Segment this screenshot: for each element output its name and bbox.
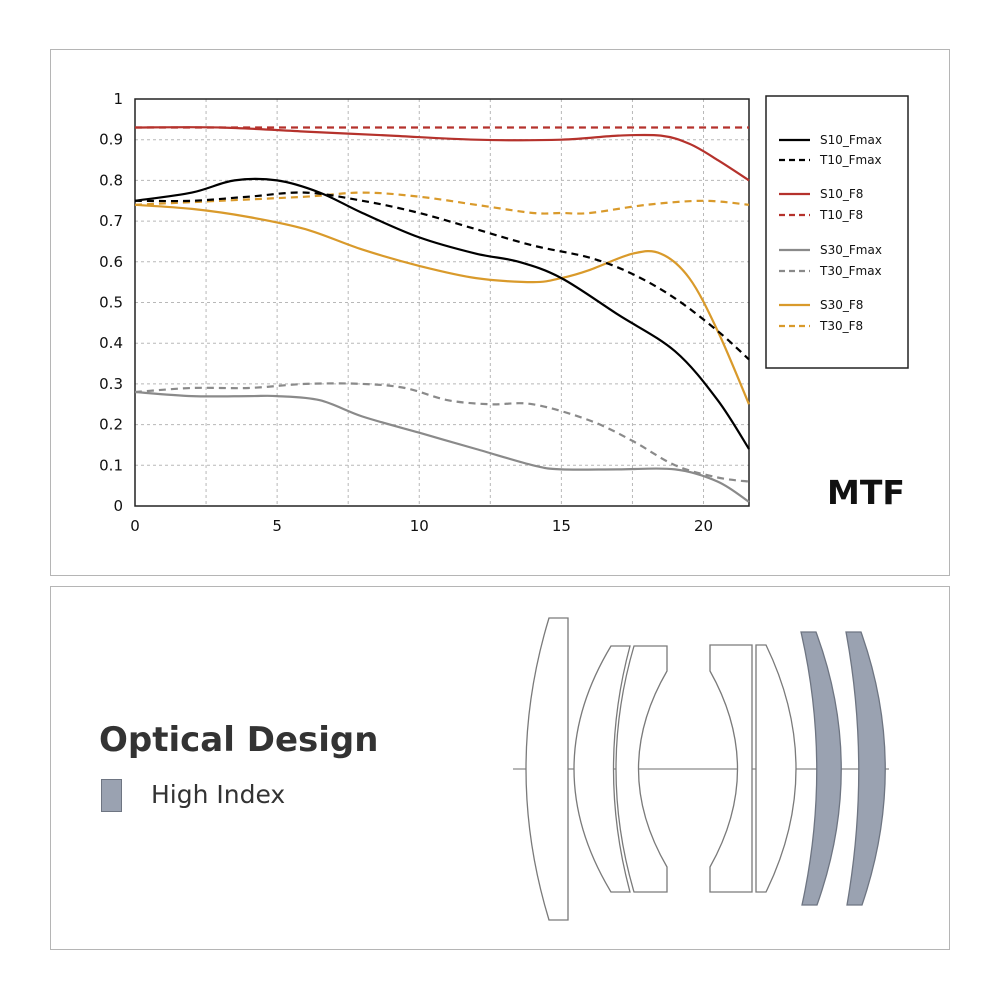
lens-element-4 [709,644,753,893]
legend-label-s10-fmax: S10_Fmax [820,133,882,147]
y-tick-label: 0.1 [99,456,123,474]
y-tick-label: 0 [113,497,123,515]
x-tick-label: 10 [410,517,429,535]
legend-label-t30-fmax: T30_Fmax [819,264,882,278]
high-index-label: High Index [151,780,286,809]
x-tick-label: 20 [694,517,713,535]
optical-design-title: Optical Design [99,720,379,760]
series-line-t30-f8 [134,191,750,215]
legend-label-s30-f8: S30_F8 [820,298,863,312]
lens-diagram [513,617,889,921]
x-tick-label: 15 [552,517,571,535]
y-tick-label: 1 [113,90,123,108]
series-line-s30-f8 [134,203,751,405]
lens-element-2 [573,645,631,893]
legend-label-t30-f8: T30_F8 [819,319,863,333]
series-line-s10-fmax [134,177,750,450]
legend-label-s10-f8: S10_F8 [820,187,863,201]
lens-element-6-high-index [800,631,842,906]
y-tick-label: 0.4 [99,334,123,352]
series-line-t30-fmax [134,382,750,483]
legend-label-s30-fmax: S30_Fmax [820,243,882,257]
y-tick-label: 0.8 [99,171,123,189]
series-line-t10-fmax [134,191,750,361]
y-tick-label: 0.9 [99,131,123,149]
y-tick-label: 0.6 [99,253,123,271]
plot-frame [134,98,750,507]
y-tick-label: 0.2 [99,416,123,434]
high-index-swatch [101,779,122,812]
mtf-chart: 00.10.20.30.40.50.60.70.80.910 5 10 15 20S10… [99,90,909,535]
y-tick-label: 0.3 [99,375,123,393]
lens-element-7-high-index [845,631,886,906]
legend-label-t10-fmax: T10_Fmax [819,153,882,167]
lens-element-1 [525,617,569,921]
series-line-s30-fmax [134,390,750,503]
legend-label-t10-f8: T10_F8 [819,208,863,222]
legend-box [765,95,909,369]
series-line-s10-f8 [134,126,750,182]
x-tick-label: 5 [272,517,282,535]
y-tick-label: 0.7 [99,212,123,230]
mtf-panel: 0 0.1 0.2 0.3 0.4 0.5 0.6 0.7 0.8 0.9 1 0 5 10 15 20 S10… [50,49,950,576]
chart-title: MTF [827,473,905,512]
lens-element-5 [755,644,797,893]
x-tick-label: 0 [130,517,140,535]
lens-element-3 [615,645,668,893]
y-tick-label: 0.5 [99,294,123,312]
optical-design-panel: Optical Design High Index [50,586,950,950]
